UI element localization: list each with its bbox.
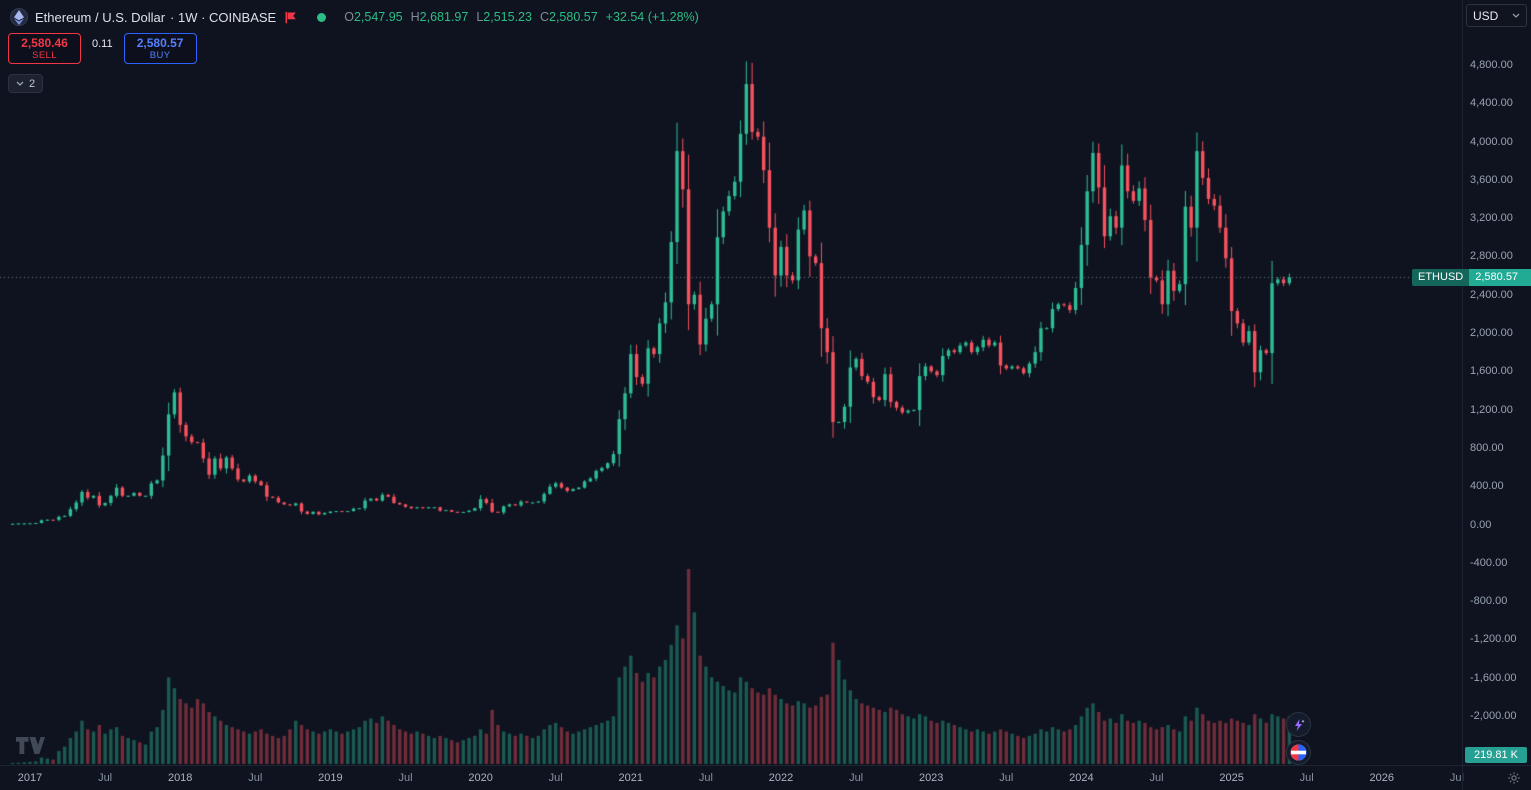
time-tick-label: Jul [1299, 772, 1314, 784]
price-tick-label: 2,800.00 [1470, 250, 1513, 263]
price-tick-label: 3,600.00 [1470, 173, 1513, 186]
flag-icon[interactable] [284, 11, 297, 24]
time-tick-label: Jul [1449, 772, 1464, 784]
ohlc-close-value: 2,580.57 [549, 10, 598, 24]
symbol-title[interactable]: Ethereum / U.S. Dollar [35, 9, 166, 25]
symbol-interval-exchange[interactable]: · 1W · COINBASE [170, 9, 277, 25]
price-tick-label: 1,600.00 [1470, 365, 1513, 378]
buy-label: BUY [149, 49, 171, 61]
price-tick-label: 800.00 [1470, 441, 1504, 454]
ohlc-open-value: 2,547.95 [353, 10, 403, 24]
time-tick-label: Jul [398, 772, 413, 784]
spread-value: 0.11 [92, 38, 113, 50]
time-tick-label: 2019 [318, 772, 343, 784]
time-tick-label: 2018 [167, 772, 193, 784]
flag-roundel-icon[interactable] [1286, 740, 1311, 765]
last-price-value: 2,580.57 [1469, 268, 1531, 286]
axis-settings-corner[interactable] [1462, 766, 1531, 790]
time-tick-label: Jul [849, 772, 864, 784]
time-tick-label: 2025 [1219, 772, 1244, 784]
time-tick-label: 2020 [468, 772, 493, 784]
ohlc-high-value: 2,681.97 [419, 10, 469, 24]
ohlc-high-key: H [410, 10, 420, 24]
buy-price: 2,580.57 [136, 35, 184, 50]
currency-value: USD [1473, 8, 1499, 23]
time-tick-label: Jul [999, 772, 1014, 784]
time-tick-label: 2017 [17, 772, 43, 784]
trade-panel: 2,580.46 SELL 0.11 2,580.57 BUY [8, 33, 197, 64]
price-tick-label: 400.00 [1470, 480, 1504, 493]
currency-dropdown[interactable]: USD [1466, 4, 1527, 27]
chevron-down-icon [16, 81, 24, 86]
time-tick-label: 2021 [618, 772, 644, 784]
price-tick-label: -1,600.00 [1470, 671, 1517, 684]
ohlc-close-key: C [539, 10, 549, 24]
boost-lightning-icon[interactable] [1286, 712, 1311, 737]
buy-button[interactable]: 2,580.57 BUY [123, 33, 197, 64]
sell-button[interactable]: 2,580.46 SELL [8, 33, 81, 64]
price-tick-label: -1,200.00 [1470, 633, 1517, 646]
last-price-label: ETHUSD 2,580.57 [1412, 268, 1531, 286]
sell-price: 2,580.46 [21, 35, 68, 50]
time-tick-label: 2024 [1069, 772, 1094, 784]
price-tick-label: 1,200.00 [1470, 403, 1513, 416]
sell-label: SELL [32, 49, 57, 61]
price-tick-label: 3,200.00 [1470, 212, 1513, 225]
price-tick-label: 0.00 [1470, 518, 1492, 531]
time-tick-label: Jul [698, 772, 713, 784]
last-price-symbol: ETHUSD [1412, 268, 1470, 286]
price-tick-label: 2,400.00 [1470, 288, 1513, 301]
time-tick-label: Jul [548, 772, 563, 784]
time-tick-label: 2023 [918, 772, 944, 784]
tradingview-logo[interactable] [16, 737, 45, 759]
price-chart-canvas[interactable] [0, 0, 1462, 765]
time-tick-label: Jul [248, 772, 263, 784]
chart-legend: Ethereum / U.S. Dollar · 1W · COINBASE O… [10, 8, 699, 26]
price-tick-label: 4,800.00 [1470, 58, 1513, 71]
price-tick-label: -800.00 [1470, 595, 1508, 608]
price-axis[interactable]: 4,800.00 4,400.00 4,000.00 3,600.00 3,200.00… [1412, 0, 1531, 765]
time-tick-label: 2026 [1369, 772, 1395, 784]
price-change: +32.54 (+1.28%) [605, 10, 699, 24]
market-status-dot[interactable] [317, 12, 327, 22]
time-axis[interactable]: 2017 Jul 2018 Jul 2019 Jul 2020 Jul 2021 Jul 2022 J… [0, 765, 1531, 790]
gear-icon [1508, 772, 1520, 784]
chevron-down-icon [1512, 13, 1520, 18]
price-tick-label: -400.00 [1470, 556, 1508, 569]
collapse-count: 2 [29, 77, 36, 90]
price-tick-label: 2,000.00 [1470, 327, 1513, 339]
ohlc-low-key: L [476, 10, 484, 24]
ohlc-open-key: O [344, 10, 354, 24]
floating-widgets [1286, 712, 1311, 765]
ethereum-icon [10, 8, 28, 26]
price-tick-label: 4,000.00 [1470, 135, 1513, 148]
price-tick-label: -2,000.00 [1470, 710, 1517, 722]
ohlc-values: O2,547.95 H2,681.97 L2,515.23 C2,580.57 [344, 10, 605, 24]
time-tick-labels: 2017 Jul 2018 Jul 2019 Jul 2020 Jul 2021 Jul 2022 J… [0, 766, 1464, 790]
ohlc-low-value: 2,515.23 [483, 10, 532, 24]
time-tick-label: Jul [98, 772, 113, 784]
indicators-collapse-chip[interactable]: 2 [8, 74, 44, 93]
volume-value-label: 219.81 K [1465, 747, 1527, 763]
price-tick-label: 4,400.00 [1470, 97, 1513, 110]
time-tick-label: 2022 [768, 772, 794, 784]
time-tick-label: Jul [1149, 772, 1164, 784]
